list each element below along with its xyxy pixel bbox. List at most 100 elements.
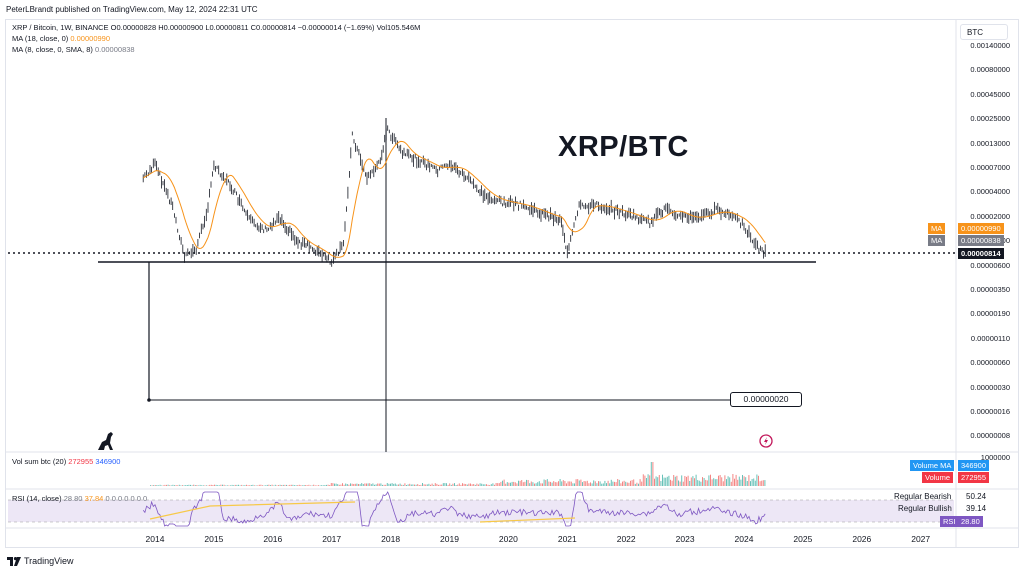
volume-bar <box>647 474 649 486</box>
publisher-credit: PeterLBrandt published on TradingView.co… <box>6 5 258 14</box>
volume-bar <box>276 485 278 486</box>
volume-bar <box>665 477 667 486</box>
rsi-band <box>8 500 954 522</box>
rsi-legend[interactable]: RSI (14, close) 28.80 37.84 0 0 0 0 0 0 … <box>12 494 147 503</box>
volume-bar <box>225 485 227 486</box>
volume-bar <box>566 483 567 486</box>
projection-callout[interactable]: 0.00000020 <box>730 392 802 407</box>
volume-bar <box>612 481 614 486</box>
volume-bar <box>254 485 255 486</box>
volume-bar <box>348 484 350 486</box>
price-scale-label: 0.00000350 <box>970 285 1010 294</box>
volume-bar <box>330 483 332 486</box>
currency-selector[interactable]: BTC <box>960 24 1008 40</box>
time-axis-label: 2014 <box>145 534 165 544</box>
volume-bar <box>569 481 571 486</box>
footer-brand[interactable]: TradingView <box>7 556 74 566</box>
volume-scale-top: 1000000 <box>980 453 1010 462</box>
volume-bar <box>398 484 399 486</box>
volume-bar <box>633 479 635 486</box>
price-scale-label: 0.00045000 <box>970 89 1010 99</box>
rsi-legend-label: RSI (14, close) <box>12 494 62 503</box>
volume-ma-tag-value: 346900 <box>958 460 990 471</box>
volume-bar <box>311 485 313 486</box>
volume-bar <box>578 480 580 486</box>
volume-bar <box>217 485 219 486</box>
rsi-legend-zeros: 0 0 0 0 0 0 0 <box>105 494 148 503</box>
volume-bar <box>442 483 444 486</box>
volume-bar <box>543 479 545 486</box>
legend-ma8-row[interactable]: MA (8, close, 0, SMA, 8) 0.00000838 <box>12 45 135 54</box>
volume-bar <box>580 479 582 486</box>
volume-bar <box>756 474 758 486</box>
time-axis-label: 2023 <box>675 534 695 544</box>
volume-bar <box>298 484 300 486</box>
volume-bar <box>658 475 660 486</box>
volume-bar <box>538 481 540 486</box>
volume-bar <box>526 479 527 486</box>
volume-bar <box>265 485 267 486</box>
legend-ma18-row[interactable]: MA (18, close, 0) 0.00000990 <box>12 34 110 43</box>
volume-bar <box>751 479 753 486</box>
volume-tag-name: Volume <box>922 472 954 483</box>
volume-bar <box>719 475 721 486</box>
volume-legend[interactable]: Vol sum btc (20) 272955 346900 <box>12 457 120 466</box>
volume-bar <box>534 483 535 486</box>
time-axis-label: 2016 <box>263 534 283 544</box>
volume-bar <box>489 485 491 486</box>
volume-bar <box>641 481 643 486</box>
chart-annotation-title[interactable]: XRP/BTC <box>558 131 689 163</box>
volume-bar <box>586 480 588 486</box>
volume-bar <box>604 480 606 486</box>
volume-bar <box>721 477 723 486</box>
volume-bar <box>223 484 225 486</box>
price-scale-label: 0.00000016 <box>970 407 1010 416</box>
volume-bar <box>455 485 457 486</box>
price-scale-label: 0.00000190 <box>970 309 1010 319</box>
volume-legend-red: 272955 <box>68 457 94 466</box>
volume-bar <box>663 477 665 486</box>
volume-bar <box>303 485 305 486</box>
volume-bar <box>614 481 615 486</box>
volume-bar <box>326 484 327 486</box>
volume-bar <box>238 484 239 486</box>
volume-bar <box>644 475 646 486</box>
volume-bar <box>361 483 363 486</box>
volume-bar <box>562 480 564 486</box>
volume-bar <box>567 481 569 486</box>
volume-bar <box>447 484 449 486</box>
volume-bar <box>158 485 159 486</box>
volume-bar <box>206 485 207 486</box>
volume-bar <box>201 485 203 486</box>
volume-bar <box>506 482 508 486</box>
price-scale-label: 0.00080000 <box>970 65 1010 75</box>
volume-bar <box>402 484 404 486</box>
time-axis-label: 2015 <box>204 534 224 544</box>
volume-bar <box>679 481 681 486</box>
volume-bar <box>583 481 585 486</box>
legend-ma8-value: 0.00000838 <box>94 45 135 54</box>
volume-bar <box>434 483 436 486</box>
volume-bar <box>662 474 663 486</box>
volume-bar <box>198 485 199 486</box>
volume-bar <box>366 483 367 486</box>
volume-bar <box>375 484 377 486</box>
volume-tag-value: 272955 <box>958 472 990 483</box>
lightning-icon[interactable] <box>759 434 773 448</box>
volume-bar <box>364 483 366 486</box>
chart-frame <box>5 19 1019 548</box>
volume-bar <box>166 484 167 486</box>
volume-bar <box>458 483 460 486</box>
volume-bar <box>519 480 521 486</box>
price-scale-label: 0.00000030 <box>970 382 1010 392</box>
volume-bars <box>150 462 766 486</box>
volume-bar <box>646 478 647 486</box>
volume-bar <box>463 483 465 486</box>
legend-symbol: XRP / Bitcoin, 1W, BINANCE <box>12 23 109 32</box>
volume-bar <box>636 482 638 486</box>
price-scale-label: 0.00000060 <box>970 358 1010 368</box>
volume-bar <box>726 479 727 486</box>
volume-bar <box>202 485 204 486</box>
volume-bar <box>490 484 492 486</box>
